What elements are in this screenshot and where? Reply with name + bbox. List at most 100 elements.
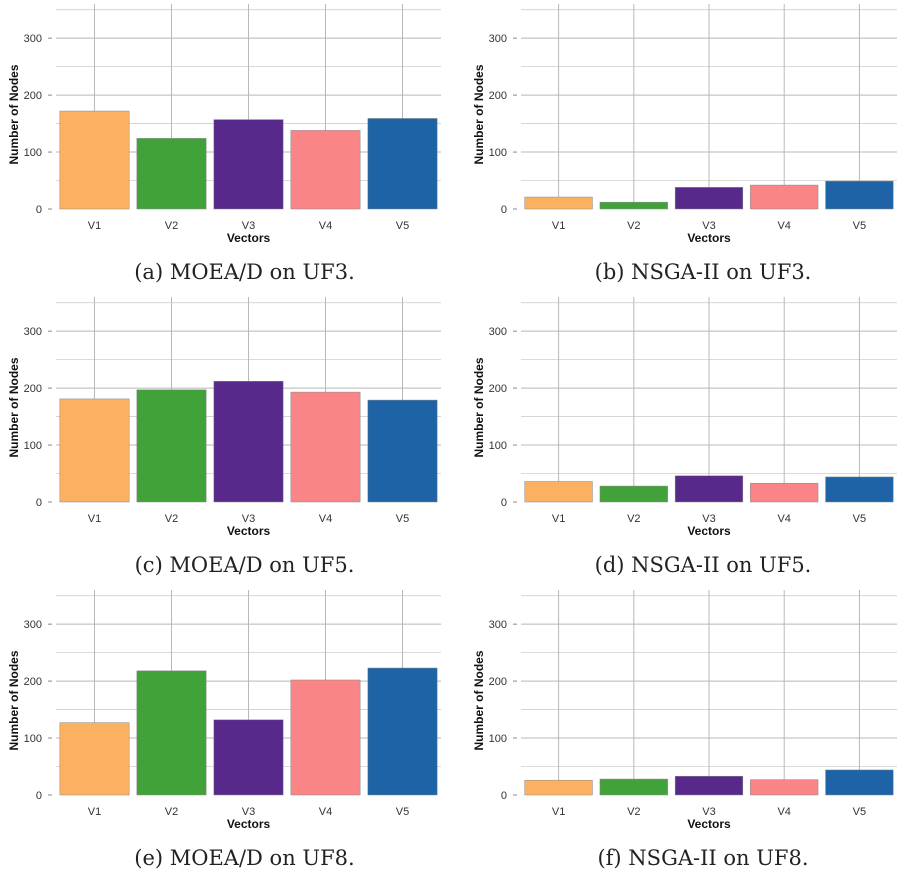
y-tick-label: 100 [489, 147, 507, 159]
bar-v1 [59, 722, 130, 796]
bar-v2 [599, 201, 668, 210]
x-tick-label: V1 [88, 220, 101, 232]
bar-v2 [136, 138, 207, 210]
chart-panel-b: 0 100 200 300 V1 V2 V3 V4 V5 Vectors Number of Nod… [466, 0, 898, 292]
bar-v1 [59, 110, 130, 210]
y-tick-label: 100 [24, 733, 42, 745]
bar-v3 [674, 187, 744, 210]
caption-c: (c) MOEA/D on UF5. [134, 553, 355, 577]
bar-v4 [290, 391, 361, 503]
bar-v2 [599, 485, 668, 503]
bar-v1 [59, 398, 130, 503]
x-tick-label: V2 [627, 220, 640, 232]
bar-v4 [750, 482, 819, 503]
bar-v5 [367, 399, 438, 503]
x-tick-label: V2 [165, 806, 178, 818]
x-tick-label: V1 [88, 806, 101, 818]
y-tick-label: 300 [489, 33, 507, 45]
x-tick-label: V1 [552, 220, 565, 232]
x-axis-label: Vectors [227, 231, 271, 245]
y-tick-label: 100 [24, 440, 42, 452]
bar-v3 [213, 381, 284, 503]
y-axis-label: Number of Nodes [7, 64, 21, 164]
bar-v1 [524, 481, 593, 503]
caption-f: (f) NSGA-II on UF8. [597, 846, 809, 870]
x-tick-label: V5 [853, 220, 866, 232]
x-tick-label: V5 [396, 220, 409, 232]
bar-v4 [750, 779, 819, 796]
y-tick-label: 0 [501, 204, 507, 216]
bar-v4 [290, 130, 361, 210]
x-tick-label: V3 [242, 806, 255, 818]
y-tick-label: 200 [489, 676, 507, 688]
bar-v3 [674, 775, 744, 796]
y-tick-label: 100 [489, 440, 507, 452]
y-tick-label: 100 [24, 147, 42, 159]
bar-v2 [599, 778, 668, 796]
x-tick-label: V4 [777, 513, 790, 525]
x-tick-label: V4 [319, 220, 332, 232]
chart-panel-e: 0 100 200 300 V1 V2 V3 V4 V5 Vectors Number of Nod… [0, 586, 449, 878]
x-tick-label: V2 [627, 513, 640, 525]
y-tick-label: 200 [24, 90, 42, 102]
x-axis-label: Vectors [687, 524, 731, 538]
x-tick-label: V3 [702, 220, 715, 232]
y-tick-label: 300 [489, 619, 507, 631]
y-axis-label: Number of Nodes [472, 650, 486, 750]
y-tick-label: 200 [489, 90, 507, 102]
x-tick-label: V2 [165, 513, 178, 525]
y-axis-label: Number of Nodes [472, 64, 486, 164]
caption-d: (d) NSGA-II on UF5. [594, 553, 812, 577]
x-tick-label: V2 [627, 806, 640, 818]
x-tick-label: V1 [88, 513, 101, 525]
x-tick-label: V5 [853, 806, 866, 818]
caption-a: (a) MOEA/D on UF3. [134, 260, 355, 284]
x-tick-label: V5 [396, 513, 409, 525]
bar-v5 [367, 118, 438, 210]
x-axis-label: Vectors [227, 817, 271, 831]
y-tick-label: 300 [24, 326, 42, 338]
x-tick-label: V4 [777, 220, 790, 232]
y-tick-label: 200 [24, 383, 42, 395]
y-axis-label: Number of Nodes [7, 650, 21, 750]
x-axis-label: Vectors [227, 524, 271, 538]
y-tick-label: 100 [489, 733, 507, 745]
y-tick-label: 300 [24, 33, 42, 45]
chart-panel-f: 0 100 200 300 V1 V2 V3 V4 V5 Vectors Number of Nod… [466, 586, 898, 878]
bar-v5 [825, 180, 894, 210]
x-tick-label: V4 [777, 806, 790, 818]
x-tick-label: V5 [853, 513, 866, 525]
y-tick-label: 0 [36, 204, 42, 216]
x-tick-label: V1 [552, 806, 565, 818]
y-axis-label: Number of Nodes [7, 357, 21, 457]
bar-v5 [825, 476, 894, 503]
y-tick-label: 0 [36, 497, 42, 509]
bar-v3 [213, 119, 284, 210]
bar-v4 [290, 679, 361, 796]
bar-v2 [136, 670, 207, 796]
y-tick-label: 300 [24, 619, 42, 631]
y-tick-label: 0 [36, 790, 42, 802]
x-tick-label: V3 [702, 513, 715, 525]
chart-svg-e: 0 100 200 300 V1 V2 V3 V4 V5 Vectors Number of Nod… [7, 590, 441, 831]
x-tick-label: V3 [242, 513, 255, 525]
x-tick-label: V4 [319, 513, 332, 525]
bar-v4 [750, 184, 819, 210]
y-tick-label: 0 [501, 790, 507, 802]
x-tick-label: V5 [396, 806, 409, 818]
bar-v2 [136, 389, 207, 503]
caption-b: (b) NSGA-II on UF3. [594, 260, 812, 284]
x-tick-label: V3 [242, 220, 255, 232]
bar-v1 [524, 196, 593, 210]
x-axis-label: Vectors [687, 231, 731, 245]
chart-svg-a: 0 100 200 300 V1 V2 V3 V4 V5 Vectors Number of Nod… [7, 4, 441, 245]
chart-svg-f: 0 100 200 300 V1 V2 V3 V4 V5 Vectors Number of Nod… [472, 590, 897, 831]
chart-panel-a: 0 100 200 300 V1 V2 V3 V4 V5 Vectors Number of Nod… [0, 0, 449, 292]
y-tick-label: 200 [489, 383, 507, 395]
caption-e: (e) MOEA/D on UF8. [134, 846, 355, 870]
chart-svg-b: 0 100 200 300 V1 V2 V3 V4 V5 Vectors Number of Nod… [472, 4, 897, 245]
x-tick-label: V3 [702, 806, 715, 818]
bar-v3 [213, 719, 284, 796]
y-tick-label: 0 [501, 497, 507, 509]
x-tick-label: V1 [552, 513, 565, 525]
